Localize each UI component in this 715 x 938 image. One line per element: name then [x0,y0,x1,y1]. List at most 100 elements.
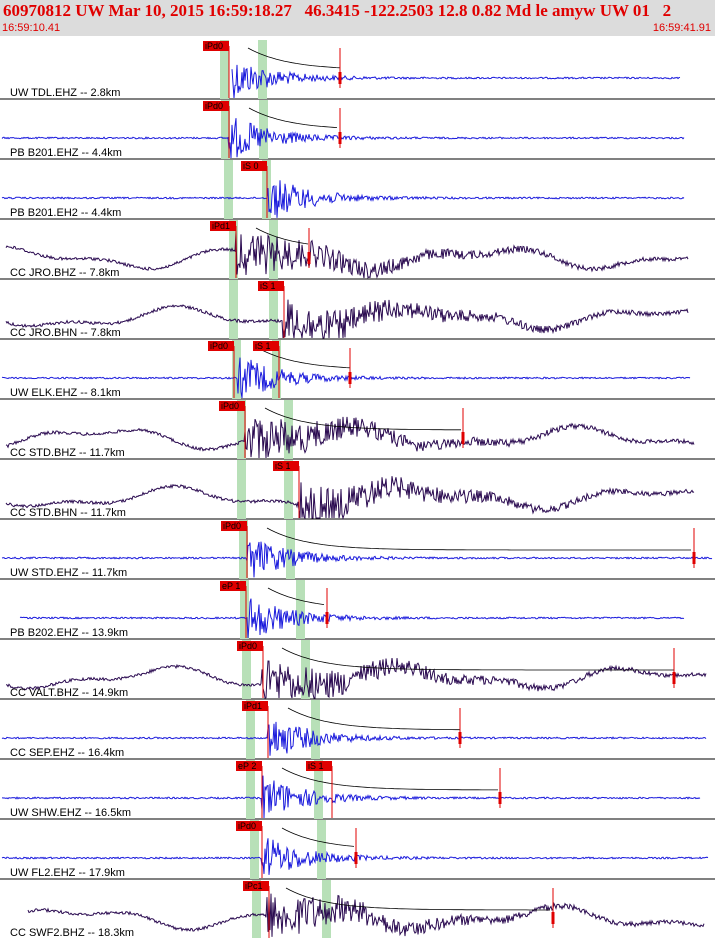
pick-flag [237,641,263,651]
pick-flag [236,821,262,831]
pick-label: iPd0 [221,401,239,411]
station-label: CC SEP.EHZ -- 16.4km [10,747,124,759]
station-label: UW ELK.EHZ -- 8.1km [10,387,121,399]
pick-flag [306,761,332,771]
end-time: 16:59:41.91 [652,22,711,34]
time-window [246,700,255,759]
time-window [252,880,261,938]
time-window [272,340,281,399]
coda-end-marker [354,852,358,864]
waveform [1,721,707,756]
station-label: CC SWF2.BHZ -- 18.3km [10,927,134,938]
time-window [322,880,331,938]
waveform [5,658,707,699]
time-window [250,820,259,879]
trace-row: iPd0 CC STD.BHZ -- 11.7km [0,400,715,460]
time-window [259,100,268,159]
pick-label: iPd0 [205,41,223,51]
coda-curve [248,107,338,128]
waveform [19,598,685,639]
time-window [258,40,267,99]
event-title: 60970812 UW Mar 10, 2015 16:59:18.27 46.… [3,1,672,20]
seismogram-panel: iPd0 UW TDL.EHZ -- 2.8km iPd0 PB B201.EHZ -… [0,40,715,938]
event-header: 60970812 UW Mar 10, 2015 16:59:18.27 46.… [0,0,715,36]
pick-flag [203,101,229,111]
pick-label: iPd0 [238,821,256,831]
time-window [237,400,246,459]
trace-row: iS 1 CC JRO.BHN -- 7.8km [0,280,715,340]
pick-flag [253,341,279,351]
coda-curve [264,407,461,431]
pick-label: eP 2 [238,761,256,771]
pick-label: iS 1 [308,761,324,771]
station-label: UW FL2.EHZ -- 17.9km [10,867,125,879]
trace-row: iPd1 CC JRO.BHZ -- 7.8km [0,220,715,280]
pick-flag [208,341,234,351]
time-window [224,160,233,219]
time-window [311,700,320,759]
waveform [27,893,705,937]
time-window [242,640,251,699]
coda-end-marker [348,372,352,384]
trace-row: eP 1 PB B202.EHZ -- 13.9km [0,580,715,640]
pick-label: eP 1 [222,581,240,591]
coda-curve [281,767,498,791]
station-label: UW SHW.EHZ -- 16.5km [10,807,131,819]
coda-end-marker [458,732,462,744]
pick-label: iPd1 [244,701,262,711]
trace-row: iPd0 CC VALT.BHZ -- 14.9km [0,640,715,700]
station-label: CC STD.BHN -- 11.7km [10,507,126,519]
waveform [5,416,695,459]
time-window [232,340,241,399]
pick-label: iPd0 [239,641,257,651]
station-label: PB B201.EHZ -- 4.4km [10,147,122,159]
coda-end-marker [338,132,342,144]
coda-curve [285,887,550,911]
coda-curve [247,47,341,69]
pick-label: iPd0 [210,341,228,351]
waveform [1,118,685,159]
coda-end-marker [307,252,311,264]
waveform [1,180,685,218]
trace-row: iPd0 iS 1 UW ELK.EHZ -- 8.1km [0,340,715,400]
pick-flag [203,41,229,51]
trace-row: iPd0 UW STD.EHZ -- 11.7km [0,520,715,580]
start-time: 16:59:10.41 [2,22,61,34]
time-window [229,220,238,279]
station-label: UW STD.EHZ -- 11.7km [10,567,127,579]
pick-label: iPd1 [212,221,230,231]
trace-row: iPd0 UW TDL.EHZ -- 2.8km [0,40,715,100]
time-window [229,280,238,339]
time-window [296,580,305,639]
time-window [317,820,326,879]
pick-label: iS 1 [275,461,291,471]
coda-curve [255,227,309,245]
coda-curve [257,347,351,369]
time-window [314,760,323,819]
pick-flag [243,881,269,891]
time-window [284,460,293,519]
waveform [1,357,691,399]
trace-row: iPd1 CC SEP.EHZ -- 16.4km [0,700,715,760]
waveform [5,476,695,520]
waveform [5,299,689,339]
trace-row: iPd0 PB B201.EHZ -- 4.4km [0,100,715,160]
pick-flag [242,701,268,711]
pick-flag [241,161,267,171]
time-window [220,40,229,99]
waveform [1,775,701,819]
trace-row: iPd0 UW FL2.EHZ -- 17.9km [0,820,715,880]
pick-label: iPd0 [223,521,241,531]
pick-label: iS 1 [260,281,276,291]
coda-curve [266,527,691,551]
coda-end-marker [498,792,502,804]
time-window [240,580,249,639]
pick-label: iPd0 [205,101,223,111]
trace-row: iS 1 CC STD.BHN -- 11.7km [0,460,715,520]
coda-end-marker [672,672,676,684]
station-label: CC STD.BHZ -- 11.7km [10,447,125,459]
time-window [269,280,278,339]
coda-end-marker [461,432,465,444]
station-label: PB B202.EHZ -- 13.9km [10,627,128,639]
time-window [284,400,293,459]
